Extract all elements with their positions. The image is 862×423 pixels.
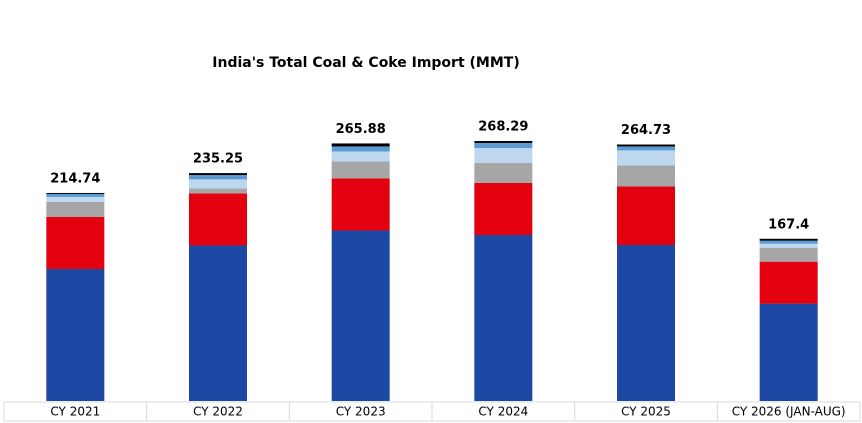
bar-segment <box>331 230 390 401</box>
x-tick-label: CY 2022 <box>193 405 243 419</box>
chart-title: India's Total Coal & Coke Import (MMT) <box>212 55 519 71</box>
bar-segment <box>759 238 818 241</box>
bar-segment <box>331 146 390 152</box>
total-label: 268.29 <box>478 120 528 135</box>
bar-segment <box>189 193 247 246</box>
x-tick-label: CY 2023 <box>336 405 386 419</box>
bar-segment <box>474 163 533 183</box>
bar-segment <box>617 144 675 147</box>
x-tick-label: CY 2021 <box>50 405 100 419</box>
bar-segment <box>46 216 105 270</box>
bar-segment <box>46 193 105 197</box>
bar-segment <box>474 141 533 143</box>
total-label: 214.74 <box>50 171 100 186</box>
bar-segment <box>331 143 390 147</box>
bar-segment <box>617 150 675 166</box>
bar-segment <box>189 173 247 176</box>
bar-segment <box>331 178 390 231</box>
bar-segment <box>474 182 533 236</box>
bar-segment <box>617 186 675 245</box>
bar-segment <box>617 165 675 187</box>
bar-segment <box>189 188 247 194</box>
bar-segment <box>474 142 533 149</box>
bar-segment <box>759 240 818 244</box>
bar-segment <box>759 247 818 262</box>
bar-segment <box>46 192 105 194</box>
bar-segment <box>759 303 818 401</box>
bar-segment <box>617 244 675 401</box>
bar-segment <box>474 235 533 401</box>
bar-segment <box>189 245 247 401</box>
bar-segment <box>46 201 105 217</box>
total-label: 167.4 <box>768 217 809 232</box>
bar-segment <box>474 148 533 164</box>
total-label: 235.25 <box>193 152 243 167</box>
x-tick-label: CY 2026 (JAN-AUG) <box>732 405 846 419</box>
bar-segment <box>759 243 818 248</box>
bar-segment <box>331 161 390 179</box>
bar-segment <box>331 151 390 162</box>
x-tick-label: CY 2025 <box>621 405 671 419</box>
total-label: 265.88 <box>336 122 386 137</box>
x-tick-label: CY 2024 <box>478 405 528 419</box>
bar-segment <box>189 179 247 189</box>
bar-segment <box>759 261 818 304</box>
total-label: 264.73 <box>621 123 671 138</box>
bar-segment <box>46 196 105 202</box>
bar-segment <box>46 269 105 401</box>
bar-segment <box>617 146 675 151</box>
bar-segment <box>189 175 247 180</box>
